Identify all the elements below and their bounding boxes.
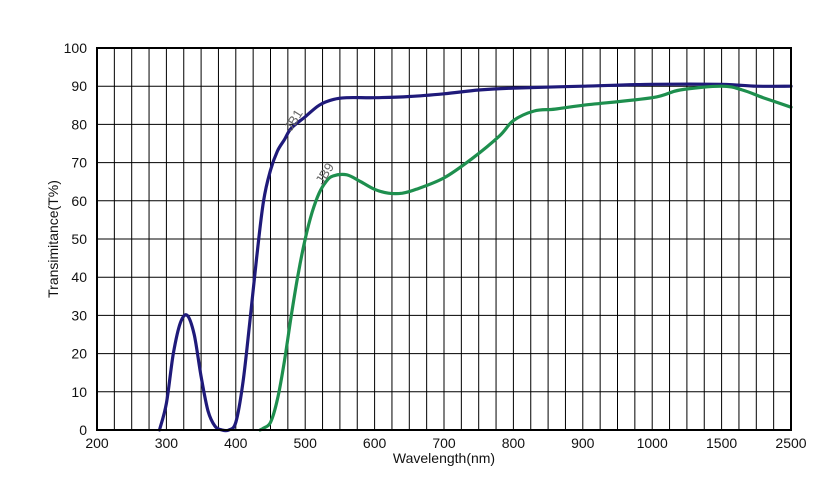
series-line-jb9 [258,84,793,432]
y-tick-label: 20 [71,346,87,362]
series-line-jb1 [157,82,793,433]
x-tick-label: 1000 [637,435,668,451]
y-tick-label: 100 [64,40,88,56]
curve-labels: JB1 JB9 [281,107,337,187]
x-tick-label: 500 [294,435,318,451]
x-tick-label: 800 [502,435,526,451]
y-tick-label: 70 [71,155,87,171]
y-axis-label: Transimitance(T%) [45,180,61,298]
y-tick-label: 80 [71,116,87,132]
y-tick-label: 40 [71,269,87,285]
x-tick-label: 2500 [775,435,806,451]
grid-lines [97,48,791,430]
x-tick-label: 1500 [706,435,737,451]
curve-label-jb9: JB9 [312,160,337,187]
y-tick-label: 60 [71,193,87,209]
x-tick-label: 400 [224,435,248,451]
plot-frame [96,47,792,431]
series-curves [157,82,793,433]
y-tick-label: 0 [79,422,87,438]
x-axis-label: Wavelength(nm) [393,450,495,466]
y-tick-label: 50 [71,231,87,247]
x-tick-label: 200 [85,435,109,451]
x-tick-label: 900 [571,435,595,451]
x-tick-label: 600 [363,435,387,451]
tick-labels: 200 300 400 500 600 700 800 900 1000 1500 2500 0 10 2… [64,40,807,451]
x-tick-label: 300 [155,435,179,451]
y-tick-label: 10 [71,384,87,400]
x-tick-label: 700 [432,435,456,451]
y-tick-label: 30 [71,307,87,323]
y-tick-label: 90 [71,78,87,94]
curve-label-jb1: JB1 [281,107,306,134]
